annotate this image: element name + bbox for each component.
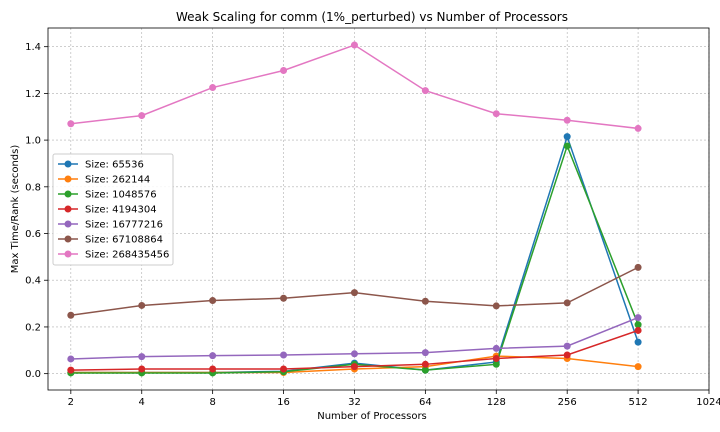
data-point [138, 353, 146, 361]
data-point [421, 87, 429, 95]
data-point [492, 302, 500, 310]
data-point [280, 67, 288, 75]
y-tick-label: 0.2 [25, 322, 41, 333]
data-point [563, 351, 571, 359]
data-point [350, 289, 358, 297]
data-point [492, 354, 500, 362]
y-tick-label: 1.2 [25, 89, 41, 100]
data-point [634, 263, 642, 271]
x-tick-label: 128 [487, 397, 506, 408]
data-point [563, 116, 571, 124]
data-point [350, 363, 358, 371]
data-point [280, 351, 288, 359]
data-point [563, 342, 571, 350]
data-point [634, 321, 642, 329]
x-tick-label: 4 [139, 397, 145, 408]
legend-swatch-marker [64, 175, 72, 183]
legend-swatch-marker [64, 160, 72, 168]
chart-title: Weak Scaling for comm (1%_perturbed) vs … [176, 10, 568, 24]
legend-swatch-marker [64, 220, 72, 228]
x-tick-label: 32 [348, 397, 361, 408]
data-point [563, 133, 571, 141]
x-tick-label: 1024 [696, 397, 720, 408]
data-point [563, 299, 571, 307]
data-point [634, 363, 642, 371]
data-point [67, 311, 75, 319]
y-tick-label: 1.4 [25, 42, 41, 53]
data-point [209, 297, 217, 305]
x-tick-label: 512 [629, 397, 648, 408]
data-point [350, 41, 358, 49]
data-point [209, 352, 217, 360]
data-point [138, 301, 146, 309]
y-axis-label: Max Time/Rank (seconds) [10, 145, 21, 274]
data-point [67, 366, 75, 374]
legend-swatch-marker [64, 205, 72, 213]
y-tick-label: 0.8 [25, 182, 41, 193]
x-tick-label: 8 [209, 397, 215, 408]
series-group [67, 41, 642, 377]
data-point [421, 366, 429, 374]
legend-label: Size: 65536 [85, 160, 144, 171]
legend-label: Size: 1048576 [85, 190, 157, 201]
plot-frame [47, 27, 710, 391]
x-axis-label: Number of Processors [317, 411, 427, 422]
data-point [634, 326, 642, 334]
legend-label: Size: 262144 [85, 175, 150, 186]
y-tick-label: 0.0 [25, 369, 41, 380]
data-point [421, 349, 429, 357]
data-point [634, 124, 642, 132]
legend-label: Size: 16777216 [85, 220, 163, 231]
data-point [492, 344, 500, 352]
data-point [563, 142, 571, 150]
data-point [138, 112, 146, 120]
data-point [350, 350, 358, 358]
data-point [209, 84, 217, 92]
x-tick-label: 64 [419, 397, 432, 408]
legend-box [52, 153, 174, 266]
legend: Size: 65536 Size: 262144 Size: 1048576 Size… [52, 153, 174, 266]
y-tick-label: 1.0 [25, 136, 41, 147]
legend-label: Size: 268435456 [85, 250, 169, 261]
legend-swatch-marker [64, 235, 72, 243]
legend-label: Size: 4194304 [85, 205, 157, 216]
data-point [280, 294, 288, 302]
data-point [492, 360, 500, 368]
legend-swatch-marker [64, 250, 72, 258]
x-tick-label: 16 [277, 397, 290, 408]
x-tick-label: 256 [558, 397, 577, 408]
data-point [634, 314, 642, 322]
x-ticks: 2 4 8 16 32 64 128 256 512 1024 [68, 390, 720, 408]
data-point [280, 365, 288, 373]
y-ticks: 0.0 0.2 0.4 0.6 0.8 1.0 1.2 1.4 [25, 42, 48, 380]
data-point [421, 297, 429, 305]
data-point [421, 360, 429, 368]
data-point [492, 110, 500, 118]
y-tick-label: 0.4 [25, 276, 41, 287]
data-point [67, 355, 75, 363]
legend-swatch-marker [64, 190, 72, 198]
x-tick-label: 2 [68, 397, 74, 408]
data-point [634, 338, 642, 346]
data-point [138, 365, 146, 373]
y-tick-label: 0.6 [25, 229, 41, 240]
data-point [67, 120, 75, 128]
data-point [209, 365, 217, 373]
legend-label: Size: 67108864 [85, 235, 163, 246]
